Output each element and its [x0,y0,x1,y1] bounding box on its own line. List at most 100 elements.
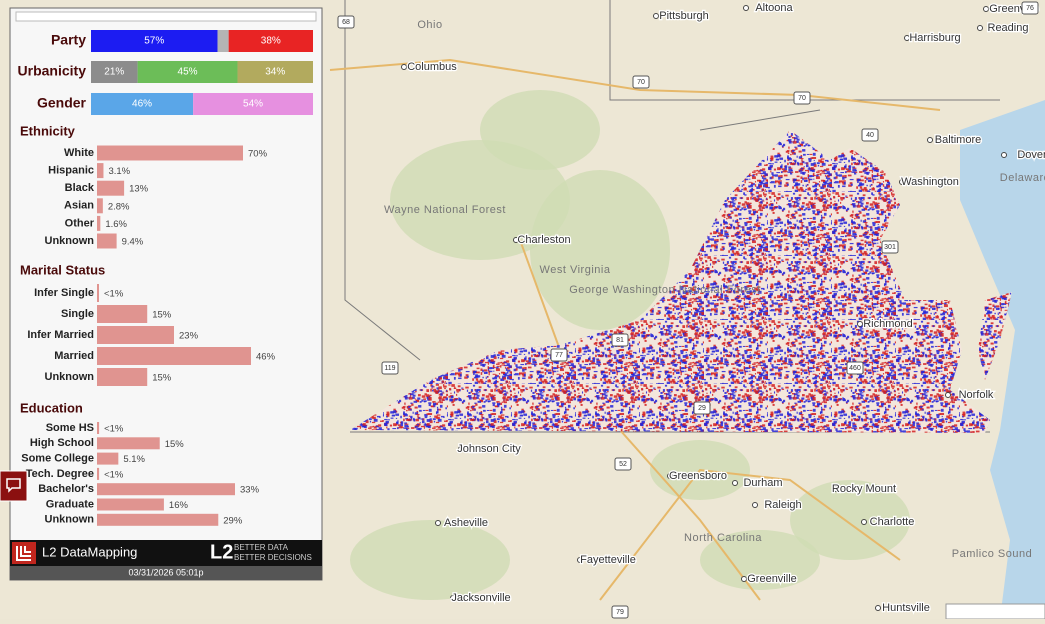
city-dot [833,486,839,492]
city-dot [743,5,749,11]
highway-shield [861,128,879,142]
value-label: 1.6% [105,219,127,230]
city-label: Norfolk [959,389,994,401]
highway-shield [611,333,629,347]
highway-shield [793,91,811,105]
bar [97,180,125,196]
logo-text: L2 [210,541,233,563]
value-label: 23% [179,331,199,342]
city-dot [732,480,738,486]
city-dot [899,179,905,185]
row-label: Graduate [46,498,94,510]
segment-label: 34% [265,67,285,78]
highway-shield [846,361,864,375]
bar [97,145,243,161]
forest-area [530,170,670,330]
city-dot [450,595,456,601]
highway-number: 70 [798,95,806,102]
bar [97,305,148,323]
timestamp-bar [10,566,322,580]
city-dot [741,576,747,582]
segment-label: 21% [104,67,124,78]
segment [91,93,194,115]
forest-area [350,520,510,600]
value-label: 15% [152,310,172,321]
city-dot [857,321,863,327]
city-dot [927,137,933,143]
region-label: Pamlico Sound [952,548,1033,560]
tagline: BETTER DATA [234,543,289,552]
segment-label: 45% [178,67,198,78]
region-label: George Washington National Forest [569,284,761,296]
city-dot [577,557,583,563]
city-dot [875,605,881,611]
city-label: Asheville [444,517,488,529]
city-label: Durham [743,477,782,489]
city-label: Richmond [863,318,913,330]
city-label: Huntsville [882,602,930,614]
row-label: Some HS [46,422,94,434]
city-label: Washington [901,176,959,188]
row-label: Unknown [45,235,95,247]
bar [97,215,101,231]
section-title: Marital Status [20,262,105,277]
city-dot [513,237,519,243]
value-label: 33% [240,485,260,496]
panel-scrollbar[interactable] [15,11,317,22]
bar [97,437,160,450]
brand: L2 DataMapping [42,544,137,559]
city-dot [401,64,407,70]
highway-number: 119 [384,365,395,372]
row-label: Infer Married [27,329,94,341]
city-label: Reading [988,22,1029,34]
footer-bar [10,540,322,566]
bar [97,483,235,496]
bar [97,163,104,179]
highway-number: 77 [555,352,563,359]
city-label: Pittsburgh [659,10,709,22]
highway-shield [611,605,629,619]
highway-number: 70 [637,79,645,86]
bar [97,284,99,302]
city-label: Greensboro [669,470,727,482]
segment-label: 38% [261,36,281,47]
value-label: 16% [169,500,189,511]
city-label: Harrisburg [909,32,960,44]
bar [97,233,117,249]
row-label: Unknown [45,514,95,526]
forest-area [700,530,820,590]
city-label: Jacksonville [451,592,510,604]
city-dot [945,392,951,398]
segment [91,61,138,83]
value-label: <1% [104,289,124,300]
highway-number: 79 [616,609,624,616]
row-label: Other [65,217,95,229]
city-label: Rocky Mount [832,483,896,495]
scale-box [945,603,1045,620]
highway-number: 68 [342,19,350,26]
city-label: Raleigh [764,499,801,511]
bar [97,326,174,344]
bar [97,198,103,214]
highway-shield [693,401,711,415]
row-label: High School [30,437,94,449]
feedback-button[interactable] [0,470,28,502]
value-label: <1% [104,424,124,435]
city-label: Baltimore [935,134,981,146]
logo-mark [16,546,31,561]
highway-number: 29 [698,405,706,412]
forest-area [390,140,570,260]
city-dot [861,519,867,525]
row-label: Married [54,350,94,362]
segment-label: 57% [144,36,164,47]
city-label: Charlotte [870,516,915,528]
highway-number: 40 [866,132,874,139]
highway-shield [881,240,899,254]
region-label: Ohio [417,19,442,31]
row-label: Unknown [45,371,95,383]
section-title: Ethnicity [20,123,76,138]
row-title: Urbanicity [18,63,87,79]
value-label: 15% [165,439,185,450]
highway-number: 81 [616,337,624,344]
